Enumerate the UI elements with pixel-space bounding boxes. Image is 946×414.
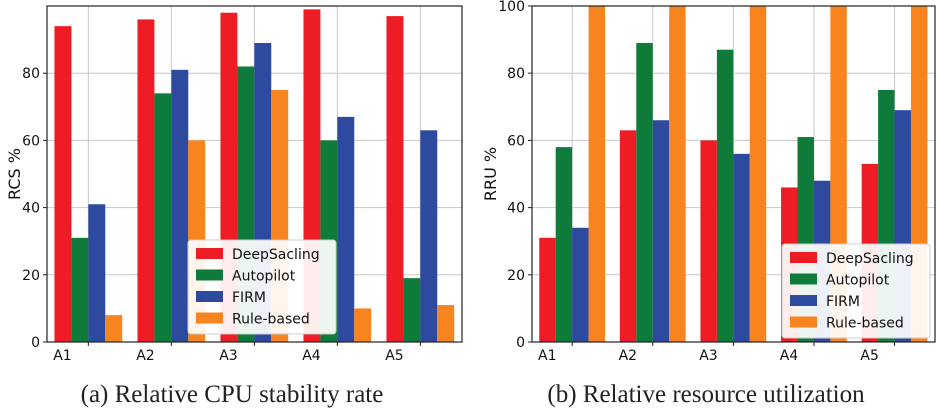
bar-autopilot-a2 (636, 42, 653, 343)
y-tick-label: 80 (507, 66, 525, 82)
bar-firm-a4 (337, 116, 355, 342)
bar-firm-a1 (572, 227, 589, 342)
y-tick-label: 60 (22, 133, 40, 149)
bar-rule-based-a2 (669, 6, 686, 342)
x-tick-label: A5 (385, 348, 403, 364)
legend-label-rule-based: Rule-based (826, 316, 904, 332)
bar-deepsacling-a1 (54, 26, 72, 342)
y-axis-label: RCS % (5, 148, 24, 200)
x-tick-label: A4 (780, 348, 799, 364)
legend-box (781, 243, 931, 339)
legend-label-autopilot: Autopilot (826, 273, 890, 289)
x-tick-label: A3 (219, 348, 237, 364)
bar-autopilot-a1 (555, 147, 573, 342)
legend-label-firm: FIRM (826, 294, 860, 310)
legend-label-deepsacling: DeepSacling (232, 247, 320, 263)
bar-autopilot-a2 (154, 93, 172, 342)
x-tick-label: A2 (619, 348, 637, 364)
bar-rule-based-a1 (105, 315, 123, 342)
y-tick-label: 80 (22, 66, 40, 82)
y-tick-label: 0 (516, 335, 525, 351)
plot-frame (46, 5, 463, 343)
chart-b-relative-resource-utilization: 0 20 40 60 80 100 A1 A2 A3 A4 A5 RRU % DeepSacling Au… (481, 0, 936, 364)
legend: DeepSacling Autopilot FIRM Rule-based (781, 243, 931, 339)
y-tick-label: 40 (22, 201, 40, 217)
y-tick-label: 20 (22, 268, 40, 284)
y-tick-label: 0 (31, 335, 40, 351)
caption-b: (b) Relative resource utilization (547, 381, 865, 408)
plot-frame (531, 5, 936, 343)
y-tick-label: 40 (507, 201, 525, 217)
legend-swatch-rule-based (196, 312, 223, 324)
legend-label-deepsacling: DeepSacling (826, 251, 914, 267)
y-tick-label: 60 (507, 133, 525, 149)
bar-autopilot-a5 (403, 278, 421, 342)
x-tick-label: A1 (538, 348, 556, 364)
bar-rule-based-a5 (437, 305, 455, 342)
bar-rule-based-a3 (749, 6, 767, 342)
bar-deepsacling-a2 (619, 130, 637, 342)
legend-box (187, 239, 337, 335)
legend-label-rule-based: Rule-based (232, 312, 310, 328)
bar-firm-a2 (652, 120, 670, 343)
bar-firm-a5 (420, 130, 438, 342)
x-tick-label: A3 (699, 348, 717, 364)
legend: DeepSacling Autopilot FIRM Rule-based (187, 239, 337, 335)
chart-a-relative-cpu-stability: 0 20 40 60 80 A1 A2 A3 A4 A5 RCS % DeepSacling Autop… (5, 5, 463, 364)
bar-deepsacling-a5 (386, 16, 404, 343)
bar-autopilot-a1 (71, 237, 89, 342)
legend-swatch-firm (196, 291, 223, 302)
bar-firm-a1 (88, 204, 106, 342)
x-tick-label: A2 (136, 348, 154, 364)
x-tick-label: A1 (53, 348, 71, 364)
legend-label-autopilot: Autopilot (232, 269, 296, 285)
legend-label-firm: FIRM (232, 290, 266, 306)
x-tick-label: A5 (860, 348, 878, 364)
y-axis-label: RRU % (481, 147, 500, 201)
legend-swatch-autopilot (196, 269, 223, 281)
bar-autopilot-a3 (716, 49, 734, 343)
bar-deepsacling-a1 (539, 237, 556, 342)
legend-swatch-rule-based (790, 316, 817, 328)
legend-swatch-deepsacling (196, 248, 223, 259)
bar-rule-based-a4 (354, 308, 372, 342)
bar-rule-based-a1 (588, 6, 606, 342)
bar-deepsacling-a3 (700, 140, 717, 342)
bar-firm-a2 (171, 69, 189, 342)
y-tick-label: 20 (507, 268, 525, 284)
legend-swatch-firm (790, 295, 817, 306)
y-tick-label: 100 (498, 0, 525, 15)
legend-swatch-autopilot (790, 273, 817, 285)
caption-a: (a) Relative CPU stability rate (81, 381, 384, 408)
legend-swatch-deepsacling (790, 252, 817, 263)
bar-firm-a3 (733, 153, 750, 342)
bar-deepsacling-a2 (137, 19, 155, 342)
x-tick-label: A4 (302, 348, 321, 364)
